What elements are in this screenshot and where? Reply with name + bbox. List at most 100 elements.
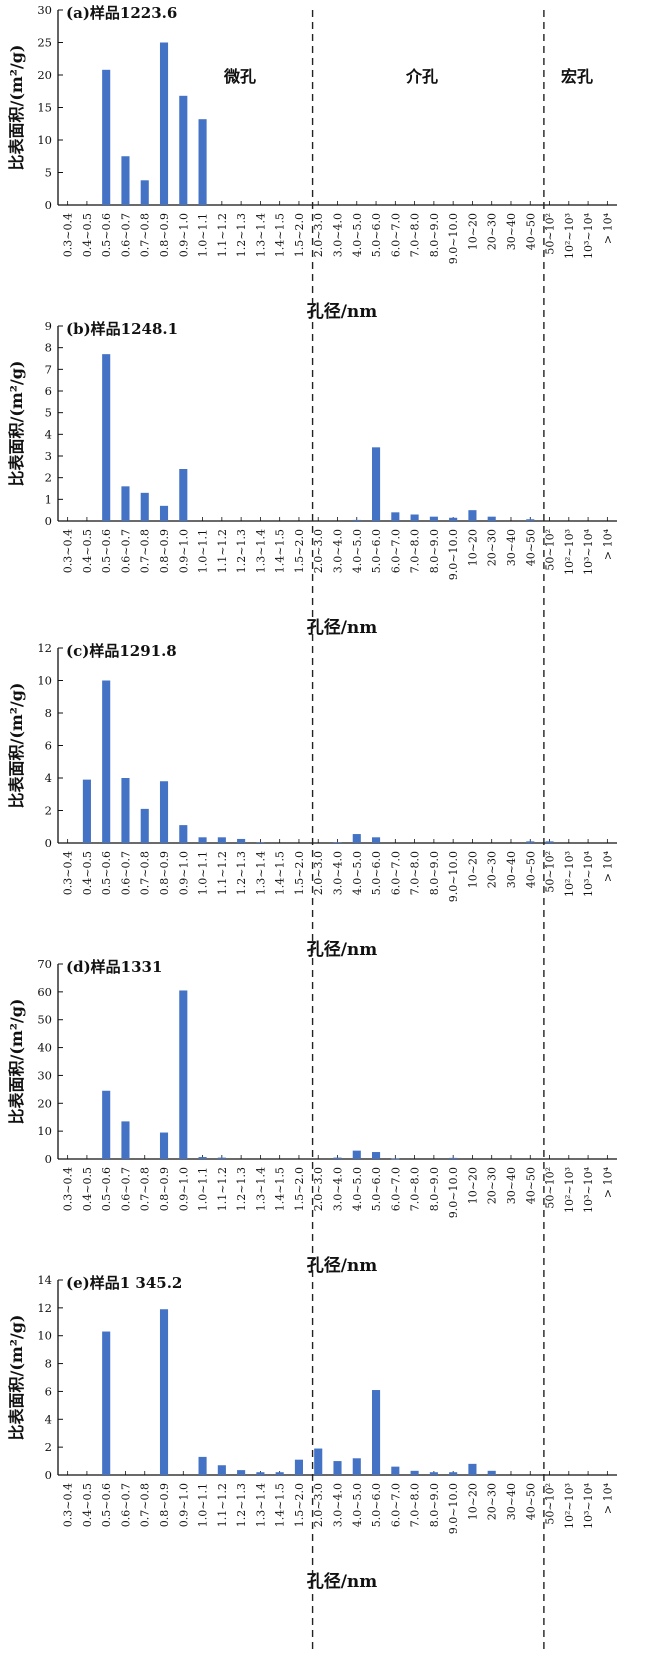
x-tick-label: 30~40 <box>505 213 518 250</box>
bar-5.0~6.0 <box>372 837 381 843</box>
bar-1.0~1.1 <box>198 1157 207 1159</box>
x-tick-label: 50~10² <box>544 851 557 893</box>
x-tick-label: 7.0~8.0 <box>409 1167 422 1211</box>
x-tick-label: 1.0~1.1 <box>197 213 210 257</box>
bar-1.5~2.0 <box>294 1459 303 1475</box>
bar-0.8~0.9 <box>159 1309 169 1475</box>
x-tick-label: 0.7~0.8 <box>139 529 152 573</box>
bar-2.0~3.0 <box>314 1448 323 1475</box>
bar-0.9~1.0 <box>179 95 188 205</box>
panel-title: (c)样品1291.8 <box>66 642 177 660</box>
region-label-macro: 宏孔 <box>561 67 593 86</box>
x-tick-label: 0.7~0.8 <box>139 851 152 895</box>
y-tick-label: 10 <box>37 674 52 688</box>
bar-0.7~0.8 <box>140 808 149 843</box>
x-tick-label: 2.0~3.0 <box>312 1483 325 1527</box>
x-tick-label: 9.0~10.0 <box>447 1167 460 1218</box>
x-tick-label: 20~30 <box>486 1167 499 1204</box>
x-tick-label: 30~40 <box>505 851 518 888</box>
bar-4.0~5.0 <box>352 834 361 843</box>
y-tick-label: 12 <box>37 641 52 655</box>
bar-20~30 <box>487 516 496 521</box>
x-tick-label: 2.0~3.0 <box>312 851 325 895</box>
x-tick-label: 1.5~2.0 <box>293 1483 306 1527</box>
x-tick-label: 5.0~6.0 <box>370 213 383 257</box>
y-tick-label: 20 <box>37 68 52 82</box>
y-axis-label: 比表面积/(m²/g) <box>7 999 26 1125</box>
y-tick-label: 2 <box>45 471 52 485</box>
x-tick-label: 8.0~9.0 <box>428 1167 441 1211</box>
x-tick-label: 9.0~10.0 <box>447 851 460 902</box>
bar-0.5~0.6 <box>102 354 111 521</box>
x-tick-label: 0.7~0.8 <box>139 1167 152 1211</box>
x-tick-label: 0.9~1.0 <box>177 213 190 257</box>
x-tick-label: 0.5~0.6 <box>100 529 113 573</box>
bar-0.6~0.7 <box>121 156 130 205</box>
x-tick-label: 5.0~6.0 <box>370 851 383 895</box>
y-tick-label: 6 <box>45 1384 52 1398</box>
x-tick-label: 10~20 <box>466 213 479 250</box>
x-tick-label: 5.0~6.0 <box>370 529 383 573</box>
bar-0.6~0.7 <box>121 486 130 521</box>
y-tick-label: 2 <box>45 804 52 818</box>
x-tick-label: 20~30 <box>486 851 499 888</box>
x-tick-label: 6.0~7.0 <box>389 1167 402 1211</box>
x-axis-label: 孔径/nm <box>307 939 378 960</box>
x-tick-label: 0.3~0.4 <box>62 529 75 573</box>
x-tick-label: 1.4~1.5 <box>274 851 287 895</box>
x-tick-label: 2.0~3.0 <box>312 1167 325 1211</box>
x-axis-label: 孔径/nm <box>307 1255 378 1276</box>
bar-4.0~5.0 <box>352 1150 361 1159</box>
x-tick-label: 10²~10³ <box>563 1167 576 1213</box>
x-tick-label: 0.3~0.4 <box>62 1483 75 1527</box>
x-tick-label: 10~20 <box>466 1483 479 1520</box>
x-tick-label: 0.9~1.0 <box>177 1167 190 1211</box>
bar-0.5~0.6 <box>102 1090 111 1159</box>
x-tick-label: 0.9~1.0 <box>177 529 190 573</box>
y-tick-label: 5 <box>45 166 52 180</box>
y-tick-label: 6 <box>45 739 52 753</box>
x-tick-label: 0.7~0.8 <box>139 213 152 257</box>
x-tick-label: 0.5~0.6 <box>100 1167 113 1211</box>
y-tick-label: 8 <box>45 706 52 720</box>
x-tick-label: 4.0~5.0 <box>351 851 364 895</box>
x-tick-label: 6.0~7.0 <box>389 213 402 257</box>
x-tick-label: 1.1~1.2 <box>216 213 229 257</box>
x-tick-label: 9.0~10.0 <box>447 529 460 580</box>
y-tick-label: 30 <box>37 1068 52 1082</box>
bar-1.3~1.4 <box>256 842 265 843</box>
bar-1.4~1.5 <box>275 1472 284 1475</box>
x-tick-label: 4.0~5.0 <box>351 213 364 257</box>
x-tick-label: 9.0~10.0 <box>447 213 460 264</box>
y-axis-label: 比表面积/(m²/g) <box>7 1315 26 1441</box>
bar-9.0~10.0 <box>449 1472 458 1475</box>
y-tick-label: 0 <box>45 198 52 212</box>
y-tick-label: 0 <box>45 1152 52 1166</box>
x-tick-label: 1.3~1.4 <box>254 851 267 895</box>
x-axis-label: 孔径/nm <box>307 617 378 638</box>
y-tick-label: 9 <box>45 319 52 333</box>
x-tick-label: 6.0~7.0 <box>389 851 402 895</box>
x-tick-label: 0.5~0.6 <box>100 1483 113 1527</box>
y-tick-label: 14 <box>37 1273 52 1287</box>
bar-6.0~7.0 <box>391 512 400 521</box>
bar-6.0~7.0 <box>391 1466 400 1475</box>
x-tick-label: > 10⁴ <box>601 528 614 560</box>
bar-0.9~1.0 <box>179 469 188 521</box>
y-tick-label: 4 <box>45 427 52 441</box>
x-tick-label: 6.0~7.0 <box>389 529 402 573</box>
x-tick-label: 0.8~0.9 <box>158 1167 171 1211</box>
x-tick-label: 10~20 <box>466 851 479 888</box>
y-tick-label: 0 <box>45 514 52 528</box>
x-tick-label: 5.0~6.0 <box>370 1167 383 1211</box>
x-tick-label: 1.2~1.3 <box>235 1483 248 1527</box>
x-tick-label: 40~50 <box>524 851 537 888</box>
bar-1.1~1.2 <box>217 1157 226 1159</box>
x-tick-label: 30~40 <box>505 1167 518 1204</box>
x-tick-label: 1.3~1.4 <box>254 529 267 573</box>
x-tick-label: 1.1~1.2 <box>216 1167 229 1211</box>
bar-9.0~10.0 <box>449 517 458 521</box>
bar-1.2~1.3 <box>237 838 246 843</box>
x-tick-label: 8.0~9.0 <box>428 529 441 573</box>
